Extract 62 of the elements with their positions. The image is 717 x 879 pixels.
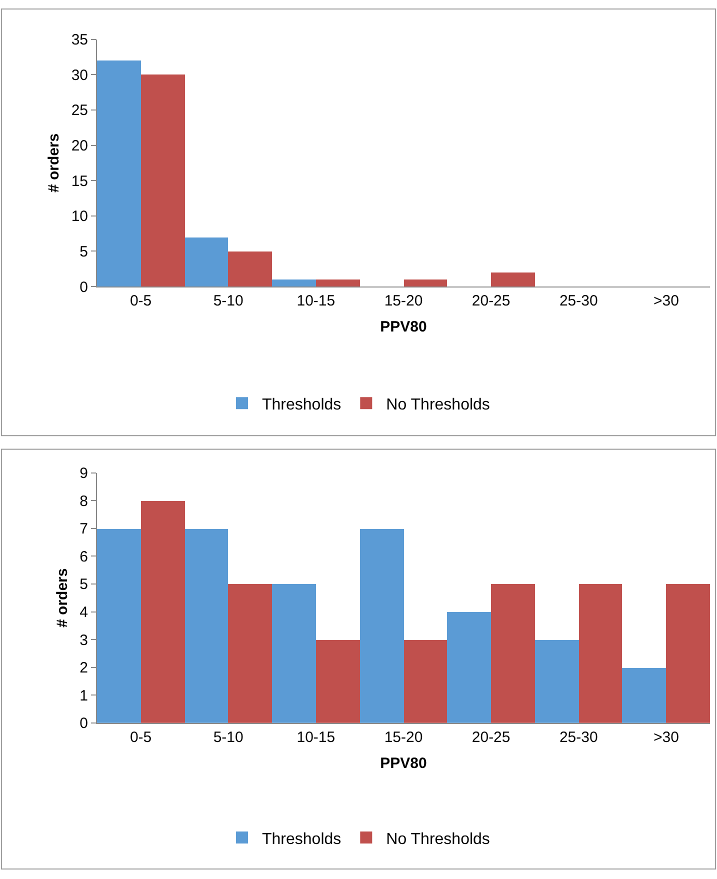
- bar: [579, 584, 622, 723]
- x-tick-label: >30: [653, 292, 679, 310]
- y-axis-title: # orders: [54, 568, 71, 628]
- bar: [404, 279, 447, 286]
- y-tick-label: 5: [80, 243, 88, 260]
- legend-label: No Thresholds: [386, 396, 490, 414]
- y-tick-label: 0: [80, 278, 88, 296]
- x-tick-label: 15-20: [384, 728, 423, 746]
- bar: [272, 584, 316, 723]
- x-tick-label: 20-25: [472, 292, 510, 310]
- y-tick-label: 25: [71, 102, 88, 120]
- x-tick-label: 5-10: [213, 292, 244, 310]
- bar: [185, 528, 228, 723]
- x-tick-label: 10-15: [296, 728, 336, 746]
- y-tick-label: 30: [71, 66, 88, 84]
- y-tick-label: 0: [80, 715, 88, 732]
- bar: [360, 528, 404, 723]
- x-tick-label: 10-15: [296, 292, 336, 310]
- bar: [228, 584, 272, 723]
- y-tick-label: 4: [80, 604, 88, 622]
- y-tick-label: 6: [80, 548, 88, 566]
- bar: [491, 584, 535, 723]
- bar: [622, 668, 666, 723]
- x-tick-label: 15-20: [384, 292, 423, 310]
- bar: [185, 237, 228, 286]
- y-tick-label: 1: [80, 687, 88, 704]
- x-tick-label: 0-5: [130, 728, 152, 746]
- bar: [97, 528, 141, 723]
- x-tick-label: 0-5: [130, 292, 152, 310]
- y-tick-label: 10: [71, 208, 88, 226]
- bar: [316, 279, 360, 286]
- x-tick-label: 5-10: [213, 728, 244, 746]
- x-tick-label: 25-30: [559, 728, 598, 746]
- y-tick-label: 8: [80, 492, 88, 510]
- y-tick-label: 20: [71, 138, 88, 155]
- bar: [666, 584, 710, 723]
- x-tick-label: 20-25: [472, 728, 510, 746]
- y-tick-label: 9: [80, 465, 88, 482]
- y-tick-label: 5: [80, 576, 88, 594]
- bar: [404, 640, 447, 723]
- x-axis-title: PPV80: [380, 754, 427, 772]
- y-tick-label: 7: [80, 520, 88, 538]
- legend-label: Thresholds: [262, 396, 342, 414]
- y-tick-label: 3: [80, 632, 88, 649]
- bar: [141, 74, 185, 286]
- y-tick-label: 15: [71, 172, 88, 190]
- legend-label: No Thresholds: [386, 830, 490, 848]
- bar: [97, 60, 141, 286]
- bar: [228, 251, 272, 286]
- bar: [535, 640, 579, 723]
- bar: [272, 279, 316, 286]
- y-tick-label: 35: [71, 32, 88, 49]
- x-tick-label: >30: [653, 728, 679, 746]
- bar: [316, 640, 360, 723]
- legend-label: Thresholds: [262, 830, 342, 848]
- bar: [491, 272, 535, 286]
- y-tick-label: 2: [80, 660, 88, 677]
- bar: [141, 500, 185, 723]
- x-axis-title: PPV80: [380, 318, 427, 336]
- x-tick-label: 25-30: [559, 292, 598, 310]
- y-axis-title: # orders: [46, 133, 63, 193]
- bar: [447, 612, 491, 723]
